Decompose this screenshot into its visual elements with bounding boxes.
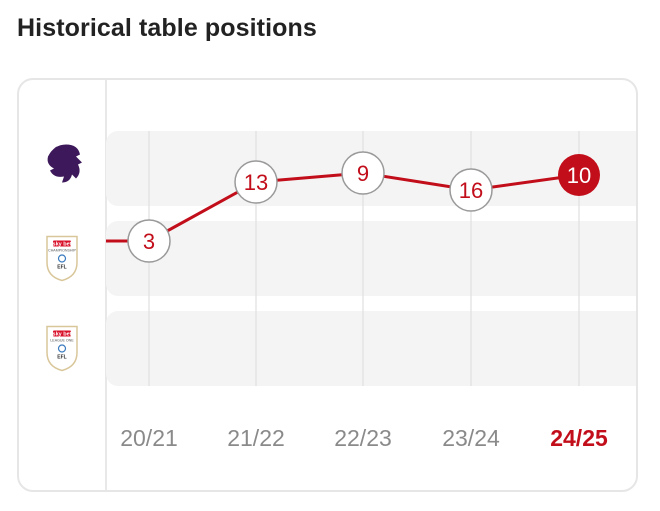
position-label: 3 <box>143 229 155 254</box>
position-label: 13 <box>244 170 268 195</box>
position-marker <box>449 168 493 212</box>
sky-bet-text: sky bet <box>53 332 72 338</box>
position-label: 16 <box>459 178 483 203</box>
position-label: 10 <box>567 163 591 188</box>
efl-ball-icon <box>57 344 67 353</box>
efl-shield-outline <box>46 235 78 282</box>
position-marker <box>341 151 385 195</box>
efl-ball-icon <box>57 254 67 263</box>
efl-text: EFL <box>57 265 66 271</box>
efl-text: EFL <box>57 355 66 361</box>
league-band-2 <box>106 311 636 386</box>
season-tick-label: 24/25 <box>550 425 608 451</box>
season-tick-label: 23/24 <box>442 425 500 451</box>
position-marker <box>558 154 600 196</box>
league-band-1 <box>106 221 636 296</box>
league-sub-text: LEAGUE ONE <box>50 339 74 343</box>
sky-bet-banner <box>53 330 71 337</box>
sky-bet-text: sky bet <box>53 242 72 248</box>
season-tick-label: 20/21 <box>120 425 178 451</box>
chart-card: sky bet CHAMPIONSHIP EFL sky bet LEAGUE ONE E… <box>17 78 638 492</box>
premier-league-lion-icon <box>47 144 82 183</box>
season-tick-label: 21/22 <box>227 425 285 451</box>
position-label: 9 <box>357 161 369 186</box>
lion-crown-dot <box>54 146 62 155</box>
season-tick-label: 22/23 <box>334 425 392 451</box>
sky-bet-banner <box>53 240 71 247</box>
position-marker <box>127 219 171 263</box>
efl-shield-outline <box>46 325 78 372</box>
position-marker <box>234 160 278 204</box>
lion-crown-dot <box>63 145 69 152</box>
league-sub-text: CHAMPIONSHIP <box>48 249 76 253</box>
page-title: Historical table positions <box>17 14 317 42</box>
